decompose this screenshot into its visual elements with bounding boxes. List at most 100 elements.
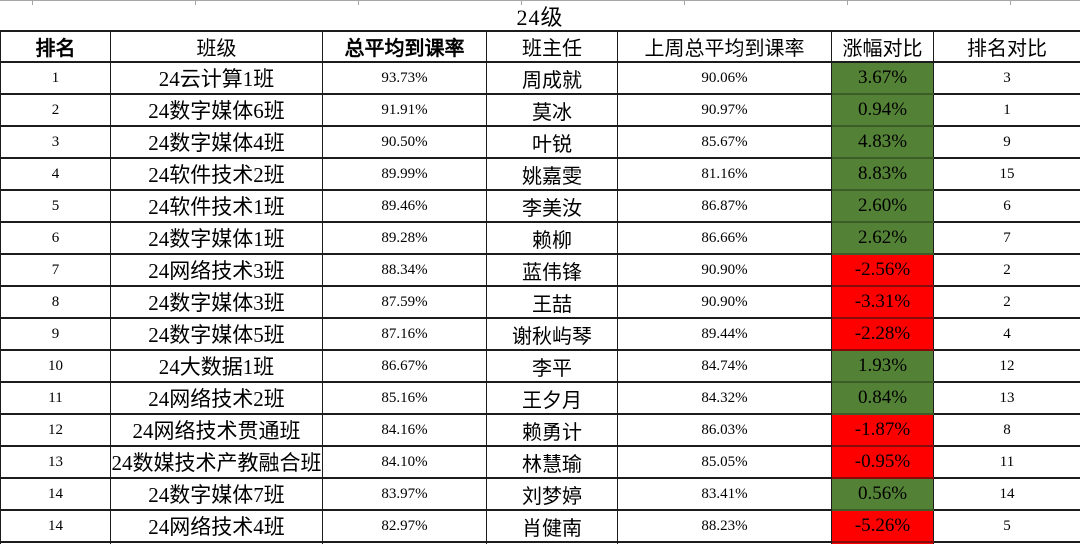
class-cell[interactable]: 24数字媒体6班 — [110, 93, 323, 127]
change-cell[interactable]: -2.56% — [831, 253, 934, 287]
avg-rate-cell[interactable]: 82.97% — [322, 509, 487, 543]
teacher-cell[interactable]: 李美汝 — [486, 189, 618, 223]
rank-cell[interactable]: 11 — [0, 381, 111, 415]
change-cell[interactable]: 2.62% — [831, 221, 934, 255]
teacher-cell[interactable]: 林慧瑜 — [486, 445, 618, 479]
last-week-rate-cell[interactable]: 86.87% — [617, 189, 832, 223]
last-week-rate-cell[interactable]: 81.16% — [617, 157, 832, 191]
teacher-cell[interactable]: 叶锐 — [486, 125, 618, 159]
avg-rate-cell[interactable]: 88.34% — [322, 253, 487, 287]
class-cell[interactable]: 24网络技术3班 — [110, 253, 323, 287]
class-cell[interactable]: 24数字媒体3班 — [110, 285, 323, 319]
last-week-rate-cell[interactable]: 88.23% — [617, 509, 832, 543]
change-cell[interactable]: -0.95% — [831, 445, 934, 479]
change-cell[interactable]: -1.87% — [831, 413, 934, 447]
teacher-cell[interactable]: 蓝伟锋 — [486, 253, 618, 287]
col-header-rank[interactable]: 排名 — [0, 30, 111, 63]
rank-cell[interactable]: 1 — [0, 61, 111, 95]
rank-compare-cell[interactable]: 9 — [933, 125, 1080, 159]
change-cell[interactable]: 4.83% — [831, 125, 934, 159]
rank-compare-cell[interactable]: 1 — [933, 93, 1080, 127]
avg-rate-cell[interactable]: 83.97% — [322, 477, 487, 511]
rank-cell[interactable]: 12 — [0, 413, 111, 447]
teacher-cell[interactable]: 肖健南 — [486, 509, 618, 543]
avg-rate-cell[interactable]: 85.16% — [322, 381, 487, 415]
class-cell[interactable]: 24数字媒体1班 — [110, 221, 323, 255]
rank-compare-cell[interactable]: 8 — [933, 413, 1080, 447]
rank-cell[interactable]: 2 — [0, 93, 111, 127]
rank-cell[interactable]: 9 — [0, 317, 111, 351]
rank-cell[interactable]: 3 — [0, 125, 111, 159]
rank-compare-cell[interactable]: 6 — [933, 189, 1080, 223]
class-cell[interactable]: 24网络技术2班 — [110, 381, 323, 415]
last-week-rate-cell[interactable]: 90.90% — [617, 285, 832, 319]
rank-compare-cell[interactable]: 2 — [933, 285, 1080, 319]
rank-cell[interactable]: 8 — [0, 285, 111, 319]
avg-rate-cell[interactable]: 87.59% — [322, 285, 487, 319]
last-week-rate-cell[interactable]: 90.90% — [617, 253, 832, 287]
last-week-rate-cell[interactable]: 84.74% — [617, 349, 832, 383]
rank-compare-cell[interactable]: 12 — [933, 349, 1080, 383]
rank-compare-cell[interactable]: 7 — [933, 221, 1080, 255]
class-cell[interactable]: 24数媒技术产教融合班 — [110, 445, 323, 479]
teacher-cell[interactable]: 周成就 — [486, 61, 618, 95]
avg-rate-cell[interactable]: 93.73% — [322, 61, 487, 95]
rank-compare-cell[interactable]: 2 — [933, 253, 1080, 287]
change-cell[interactable]: 1.93% — [831, 349, 934, 383]
avg-rate-cell[interactable]: 84.16% — [322, 413, 487, 447]
avg-rate-cell[interactable]: 87.16% — [322, 317, 487, 351]
avg-rate-cell[interactable]: 86.67% — [322, 349, 487, 383]
avg-rate-cell[interactable]: 91.91% — [322, 93, 487, 127]
rank-compare-cell[interactable]: 14 — [933, 477, 1080, 511]
change-cell[interactable]: 0.84% — [831, 381, 934, 415]
avg-rate-cell[interactable]: 90.50% — [322, 125, 487, 159]
rank-compare-cell[interactable]: 13 — [933, 381, 1080, 415]
rank-cell[interactable]: 13 — [0, 445, 111, 479]
col-header-avg-rate[interactable]: 总平均到课率 — [322, 30, 487, 63]
col-header-teacher[interactable]: 班主任 — [486, 30, 618, 63]
rank-cell[interactable]: 6 — [0, 221, 111, 255]
class-cell[interactable]: 24数字媒体7班 — [110, 477, 323, 511]
class-cell[interactable]: 24数字媒体4班 — [110, 125, 323, 159]
change-cell[interactable]: 3.67% — [831, 61, 934, 95]
col-header-change[interactable]: 涨幅对比 — [831, 30, 934, 63]
change-cell[interactable]: 0.94% — [831, 93, 934, 127]
teacher-cell[interactable]: 谢秋屿琴 — [486, 317, 618, 351]
last-week-rate-cell[interactable]: 86.66% — [617, 221, 832, 255]
avg-rate-cell[interactable]: 84.10% — [322, 445, 487, 479]
class-cell[interactable]: 24大数据1班 — [110, 349, 323, 383]
change-cell[interactable]: -2.28% — [831, 317, 934, 351]
class-cell[interactable]: 24软件技术1班 — [110, 189, 323, 223]
teacher-cell[interactable]: 莫冰 — [486, 93, 618, 127]
change-cell[interactable]: 8.83% — [831, 157, 934, 191]
rank-cell[interactable]: 5 — [0, 189, 111, 223]
teacher-cell[interactable]: 王夕月 — [486, 381, 618, 415]
change-cell[interactable]: -5.26% — [831, 509, 934, 543]
title-cell[interactable]: 24级 — [0, 0, 1080, 30]
rank-compare-cell[interactable]: 11 — [933, 445, 1080, 479]
last-week-rate-cell[interactable]: 89.44% — [617, 317, 832, 351]
class-cell[interactable]: 24云计算1班 — [110, 61, 323, 95]
class-cell[interactable]: 24数字媒体5班 — [110, 317, 323, 351]
rank-cell[interactable]: 10 — [0, 349, 111, 383]
rank-compare-cell[interactable]: 3 — [933, 61, 1080, 95]
change-cell[interactable]: 2.60% — [831, 189, 934, 223]
class-cell[interactable]: 24网络技术贯通班 — [110, 413, 323, 447]
rank-cell[interactable]: 4 — [0, 157, 111, 191]
rank-cell[interactable]: 14 — [0, 477, 111, 511]
change-cell[interactable]: -3.31% — [831, 285, 934, 319]
teacher-cell[interactable]: 王喆 — [486, 285, 618, 319]
teacher-cell[interactable]: 刘梦婷 — [486, 477, 618, 511]
rank-cell[interactable]: 14 — [0, 509, 111, 543]
rank-compare-cell[interactable]: 5 — [933, 509, 1080, 543]
class-cell[interactable]: 24软件技术2班 — [110, 157, 323, 191]
teacher-cell[interactable]: 赖勇计 — [486, 413, 618, 447]
avg-rate-cell[interactable]: 89.46% — [322, 189, 487, 223]
last-week-rate-cell[interactable]: 85.05% — [617, 445, 832, 479]
col-header-last-week-rate[interactable]: 上周总平均到课率 — [617, 30, 832, 63]
rank-compare-cell[interactable]: 15 — [933, 157, 1080, 191]
last-week-rate-cell[interactable]: 85.67% — [617, 125, 832, 159]
teacher-cell[interactable]: 李平 — [486, 349, 618, 383]
last-week-rate-cell[interactable]: 86.03% — [617, 413, 832, 447]
avg-rate-cell[interactable]: 89.99% — [322, 157, 487, 191]
